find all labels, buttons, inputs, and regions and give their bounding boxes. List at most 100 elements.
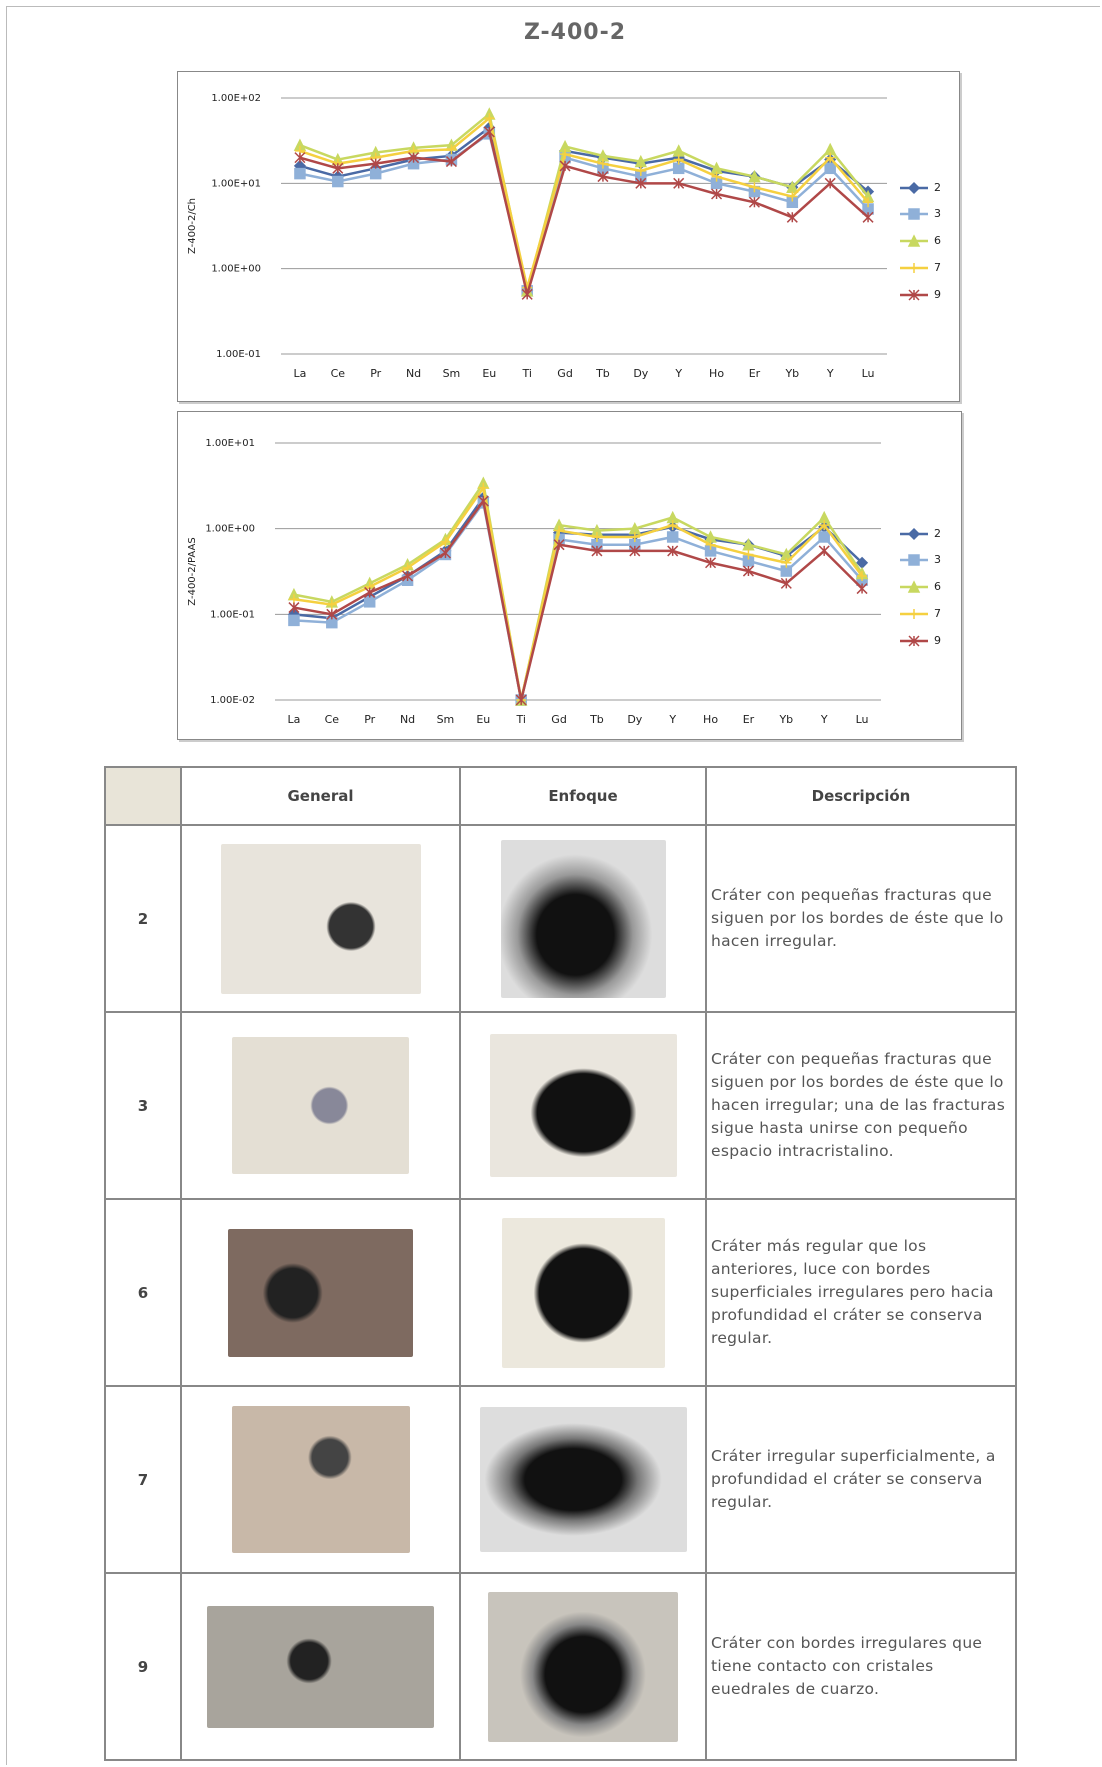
x-tick-label: Pr: [364, 713, 375, 726]
sample-cell: 6: [104, 1198, 182, 1387]
marker: [591, 545, 603, 557]
page-frame: [6, 6, 1100, 1765]
marker: [856, 583, 868, 595]
marker: [711, 188, 723, 200]
chart-box: Z-400-2/PAAS 1.00E+01 1.00E+00 1.00E-01 1.00…: [177, 411, 962, 740]
marker: [439, 547, 451, 559]
marker: [742, 565, 754, 577]
marker: [559, 160, 571, 172]
legend-label: 2: [934, 181, 941, 194]
marker: [863, 197, 874, 208]
legend-marker: [907, 580, 921, 593]
marker: [597, 171, 609, 183]
table-row: 6 Cráter más regular que los anteriores, …: [104, 1198, 1017, 1387]
marker: [862, 211, 874, 223]
description-cell: Cráter con bordes irregulares que tiene …: [705, 1572, 1017, 1761]
marker: [288, 602, 300, 614]
marker: [445, 156, 457, 168]
x-tick-label: Yb: [778, 713, 793, 726]
y-tick-label: 1.00E+01: [211, 178, 261, 189]
x-tick-label: Ho: [703, 713, 718, 726]
marker: [743, 549, 754, 560]
marker: [370, 158, 382, 170]
header-cell: Descripción: [705, 766, 1017, 826]
marker: [824, 162, 836, 175]
marker: [446, 144, 457, 155]
y-tick-label: 1.00E-02: [210, 695, 255, 706]
page-title: Z-400-2: [523, 20, 627, 45]
photo-cell: [180, 1385, 461, 1574]
legend-label: 3: [934, 553, 941, 566]
marker: [326, 608, 338, 620]
photo: [488, 1591, 678, 1742]
legend-marker: [908, 289, 920, 301]
photo: [220, 843, 421, 994]
photo-cell: [459, 1385, 707, 1574]
sample-cell: 2: [104, 824, 182, 1013]
legend-marker: [909, 609, 919, 619]
marker: [629, 545, 641, 557]
header-row: General Enfoque Descripción: [104, 766, 1017, 826]
photo-cell: [180, 1011, 461, 1200]
photo-cell: [180, 824, 461, 1013]
x-tick-label: Dy: [633, 367, 648, 380]
description-cell: Cráter irregular superficialmente, a pro…: [705, 1385, 1017, 1574]
marker: [591, 531, 602, 542]
marker: [560, 149, 571, 160]
marker: [332, 162, 344, 174]
marker: [521, 288, 533, 300]
x-tick-label: Ce: [331, 367, 346, 380]
x-tick-label: Y: [674, 367, 682, 380]
x-tick-label: Tb: [595, 367, 610, 380]
header-cell: General: [180, 766, 461, 826]
table-row: 7 Cráter irregular superficialmente, a pr…: [104, 1385, 1017, 1574]
y-tick-label: 1.00E+02: [211, 93, 261, 104]
photo: [489, 1034, 677, 1177]
sample-cell: 3: [104, 1011, 182, 1200]
photo: [207, 1605, 434, 1728]
legend-label: 2: [934, 527, 941, 540]
marker: [477, 495, 489, 507]
marker: [818, 545, 830, 557]
photo-cell: [459, 1198, 707, 1387]
marker: [748, 169, 761, 183]
marker: [667, 520, 678, 531]
x-tick-label: Dy: [627, 713, 642, 726]
x-tick-label: Ti: [515, 713, 525, 726]
photo: [479, 1407, 687, 1552]
series-line: [299, 111, 870, 292]
legend-marker: [907, 234, 921, 247]
photo: [500, 839, 666, 998]
marker: [294, 167, 306, 180]
marker: [635, 177, 647, 189]
description-cell: Cráter más regular que los anteriores, l…: [705, 1198, 1017, 1387]
photo: [501, 1217, 665, 1368]
legend-marker: [908, 208, 920, 220]
x-tick-label: La: [294, 367, 307, 380]
legend-marker: [908, 554, 920, 566]
marker: [635, 165, 646, 176]
series-line: [299, 115, 870, 288]
marker: [749, 182, 760, 193]
x-tick-label: Er: [749, 367, 761, 380]
marker: [332, 175, 344, 188]
y-tick-label: 1.00E-01: [210, 609, 255, 620]
x-tick-label: Tb: [589, 713, 604, 726]
series-line: [299, 131, 869, 296]
marker: [402, 570, 414, 582]
x-tick-label: Y: [668, 713, 676, 726]
marker: [326, 599, 337, 610]
x-tick-label: Eu: [482, 367, 496, 380]
photo-cell: [180, 1198, 461, 1387]
photo-cell: [459, 1572, 707, 1761]
legend-label: 9: [934, 634, 941, 647]
x-tick-label: Ti: [521, 367, 531, 380]
x-tick-label: Lu: [862, 367, 875, 380]
x-tick-label: Er: [743, 713, 755, 726]
marker: [780, 577, 792, 589]
legend-marker: [908, 635, 920, 647]
table-row: 2 Cráter con pequeñas fracturas que sigue…: [104, 824, 1017, 1013]
chart-box: Z-400-2/Ch 1.00E+02 1.00E+01 1.00E+00 1.00E-…: [177, 71, 960, 402]
marker: [666, 531, 679, 543]
